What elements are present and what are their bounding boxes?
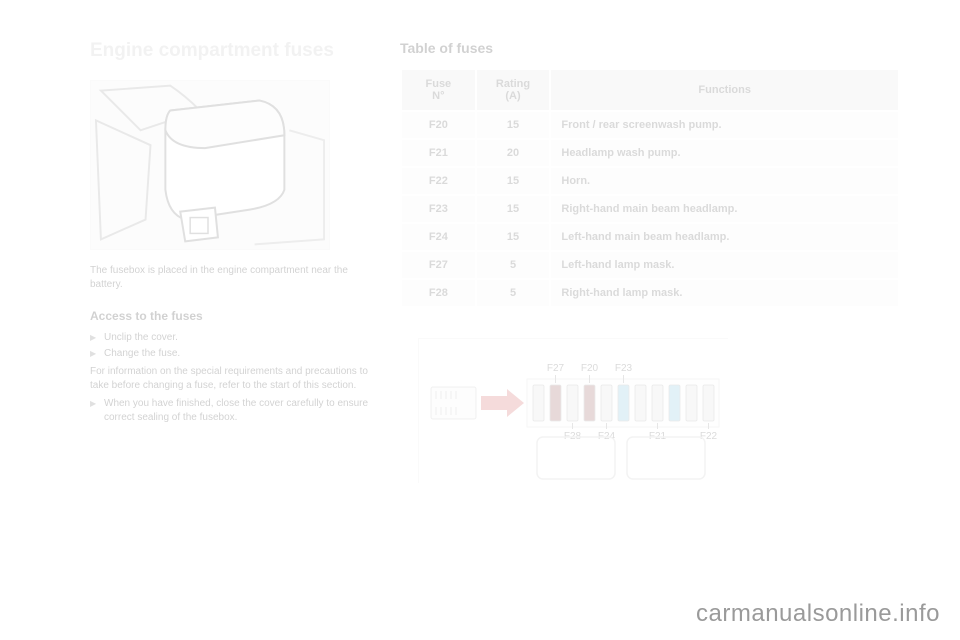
table-row: F2415Left-hand main beam headlamp.: [401, 223, 899, 251]
bullet-list-2: When you have finished, close the cover …: [90, 397, 370, 425]
fusebox-svg: [91, 80, 329, 250]
col-header-rating: Rating (A): [476, 69, 551, 111]
cell-function: Headlamp wash pump.: [550, 139, 899, 167]
svg-text:F23: F23: [615, 363, 633, 374]
table-row: F285Right-hand lamp mask.: [401, 279, 899, 307]
cell-fuse-no: F28: [401, 279, 476, 307]
cell-rating: 15: [476, 223, 551, 251]
list-item: Change the fuse.: [90, 347, 370, 361]
cell-fuse-no: F21: [401, 139, 476, 167]
access-heading: Access to the fuses: [90, 309, 370, 323]
caption: The fusebox is placed in the engine comp…: [90, 264, 370, 291]
cell-rating: 5: [476, 279, 551, 307]
cell-function: Horn.: [550, 167, 899, 195]
th-text: Rating: [496, 78, 530, 90]
cell-rating: 5: [476, 251, 551, 279]
svg-text:F22: F22: [700, 431, 718, 442]
col-header-fuse: Fuse N°: [401, 69, 476, 111]
cell-fuse-no: F20: [401, 111, 476, 139]
cell-rating: 15: [476, 111, 551, 139]
svg-text:F27: F27: [547, 363, 565, 374]
cell-rating: 20: [476, 139, 551, 167]
cell-function: Left-hand main beam headlamp.: [550, 223, 899, 251]
fuse-layout-diagram: F27F20F23 F28F24F21F22: [418, 338, 728, 483]
cell-fuse-no: F23: [401, 195, 476, 223]
paragraph: For information on the special requireme…: [90, 365, 370, 393]
table-row: F2315Right-hand main beam headlamp.: [401, 195, 899, 223]
cell-function: Left-hand lamp mask.: [550, 251, 899, 279]
svg-text:F20: F20: [581, 363, 599, 374]
th-text: Fuse: [426, 78, 452, 90]
fuse-table: Fuse N° Rating (A) Functions F2015Front …: [400, 68, 900, 308]
list-item: Unclip the cover.: [90, 331, 370, 345]
cell-rating: 15: [476, 167, 551, 195]
fusebox-illustration: [90, 80, 330, 250]
col-header-functions: Functions: [550, 69, 899, 111]
watermark-text: carmanualsonline.info: [696, 600, 940, 628]
heading-main: Engine compartment fuses: [90, 40, 370, 62]
table-heading: Table of fuses: [400, 40, 900, 56]
th-text: N°: [432, 90, 444, 102]
table-row: F275Left-hand lamp mask.: [401, 251, 899, 279]
list-item: When you have finished, close the cover …: [90, 397, 370, 425]
table-row: F2120Headlamp wash pump.: [401, 139, 899, 167]
th-text: (A): [505, 90, 520, 102]
cell-function: Right-hand main beam headlamp.: [550, 195, 899, 223]
cell-function: Right-hand lamp mask.: [550, 279, 899, 307]
bullet-list-1: Unclip the cover. Change the fuse.: [90, 331, 370, 361]
cell-function: Front / rear screenwash pump.: [550, 111, 899, 139]
cell-fuse-no: F24: [401, 223, 476, 251]
fuse-layout-svg: F27F20F23 F28F24F21F22: [419, 339, 729, 484]
cell-fuse-no: F22: [401, 167, 476, 195]
cell-rating: 15: [476, 195, 551, 223]
table-row: F2015Front / rear screenwash pump.: [401, 111, 899, 139]
table-row: F2215Horn.: [401, 167, 899, 195]
cell-fuse-no: F27: [401, 251, 476, 279]
